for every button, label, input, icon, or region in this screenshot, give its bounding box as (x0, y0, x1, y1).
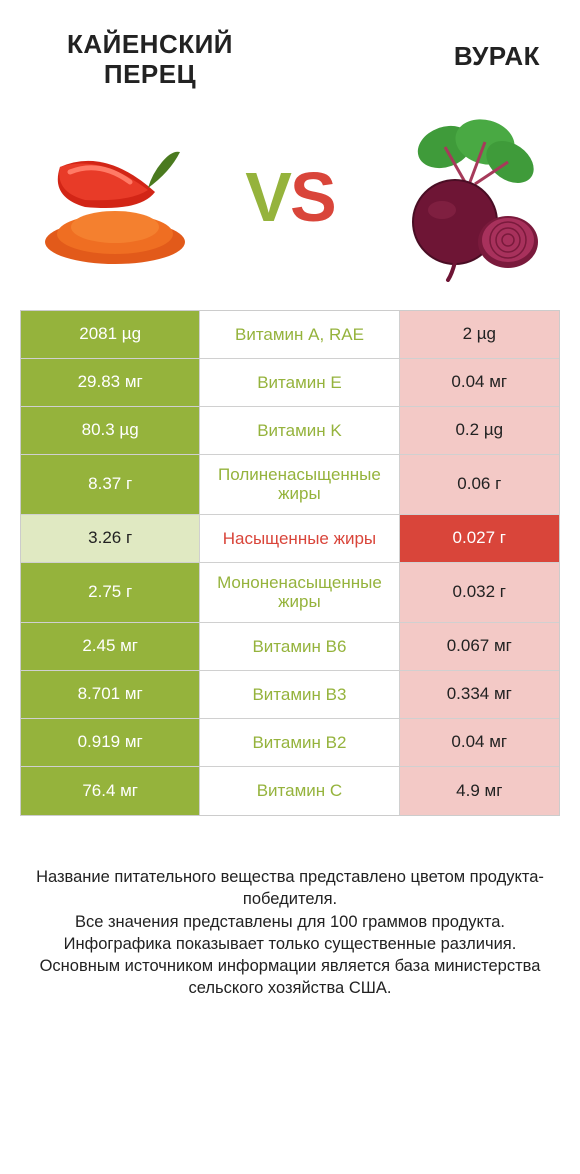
cell-left-value: 2081 µg (21, 311, 200, 358)
comparison-table: 2081 µgВитамин A, RAE2 µg29.83 мгВитамин… (20, 310, 560, 816)
cell-nutrient-name: Полиненасыщенные жиры (200, 455, 399, 514)
cell-right-value: 0.027 г (400, 515, 559, 562)
cell-left-value: 2.75 г (21, 563, 200, 622)
footer-line-3: Инфографика показывает только существенн… (30, 933, 550, 955)
cell-right-value: 0.334 мг (400, 671, 559, 718)
header: КАЙЕНСКИЙ ПЕРЕЦ ВУРАК (0, 0, 580, 100)
cell-right-value: 0.04 мг (400, 359, 559, 406)
cell-nutrient-name: Мононенасыщенные жиры (200, 563, 399, 622)
table-row: 8.37 гПолиненасыщенные жиры0.06 г (21, 455, 559, 515)
footer-line-2: Все значения представлены для 100 граммо… (30, 911, 550, 933)
footer-notes: Название питательного вещества представл… (0, 816, 580, 1000)
cell-left-value: 80.3 µg (21, 407, 200, 454)
cell-nutrient-name: Насыщенные жиры (200, 515, 399, 562)
cell-right-value: 0.032 г (400, 563, 559, 622)
product-right-image (380, 112, 550, 282)
vs-s: S (290, 158, 335, 236)
cell-right-value: 0.04 мг (400, 719, 559, 766)
table-row: 29.83 мгВитамин E0.04 мг (21, 359, 559, 407)
cell-right-value: 4.9 мг (400, 767, 559, 815)
table-row: 2081 µgВитамин A, RAE2 µg (21, 311, 559, 359)
footer-line-4: Основным источником информации является … (30, 955, 550, 1000)
cell-nutrient-name: Витамин A, RAE (200, 311, 399, 358)
cell-right-value: 0.2 µg (400, 407, 559, 454)
table-row: 8.701 мгВитамин B30.334 мг (21, 671, 559, 719)
cell-left-value: 8.37 г (21, 455, 200, 514)
product-left-title: КАЙЕНСКИЙ ПЕРЕЦ (40, 30, 260, 90)
cell-left-value: 3.26 г (21, 515, 200, 562)
product-left-image (30, 112, 200, 282)
vs-v: V (245, 158, 290, 236)
table-row: 2.45 мгВитамин B60.067 мг (21, 623, 559, 671)
cell-right-value: 2 µg (400, 311, 559, 358)
cell-left-value: 2.45 мг (21, 623, 200, 670)
cell-nutrient-name: Витамин K (200, 407, 399, 454)
footer-line-1: Название питательного вещества представл… (30, 866, 550, 911)
cell-left-value: 0.919 мг (21, 719, 200, 766)
table-row: 0.919 мгВитамин B20.04 мг (21, 719, 559, 767)
vs-label: VS (245, 157, 334, 237)
table-row: 3.26 гНасыщенные жиры0.027 г (21, 515, 559, 563)
cell-right-value: 0.067 мг (400, 623, 559, 670)
cell-left-value: 8.701 мг (21, 671, 200, 718)
cell-nutrient-name: Витамин B2 (200, 719, 399, 766)
vs-row: VS (0, 100, 580, 310)
cell-right-value: 0.06 г (400, 455, 559, 514)
cell-nutrient-name: Витамин B6 (200, 623, 399, 670)
cell-nutrient-name: Витамин E (200, 359, 399, 406)
table-row: 76.4 мгВитамин C4.9 мг (21, 767, 559, 815)
cell-nutrient-name: Витамин B3 (200, 671, 399, 718)
table-row: 80.3 µgВитамин K0.2 µg (21, 407, 559, 455)
product-right-title: ВУРАК (380, 30, 540, 72)
table-row: 2.75 гМононенасыщенные жиры0.032 г (21, 563, 559, 623)
cell-left-value: 29.83 мг (21, 359, 200, 406)
cell-left-value: 76.4 мг (21, 767, 200, 815)
cell-nutrient-name: Витамин C (200, 767, 399, 815)
